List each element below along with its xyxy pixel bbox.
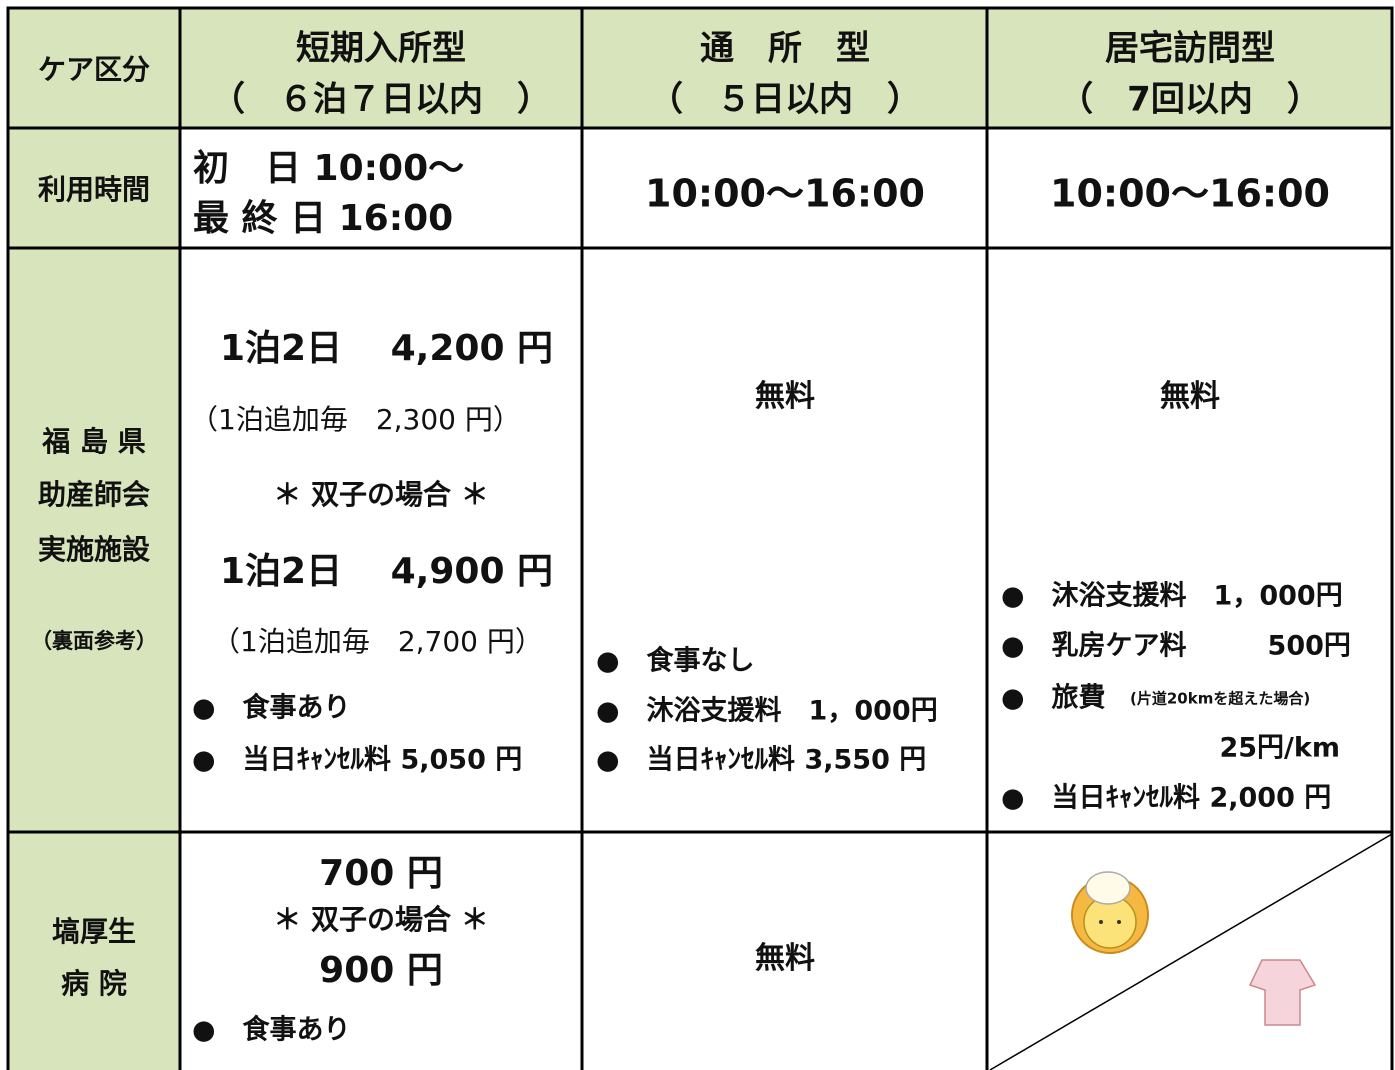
cell-text: （1泊追加毎 2,700 円）: [212, 625, 543, 658]
row-label: 福 島 県: [42, 425, 146, 458]
cell-text: 最 終 日 16:00: [193, 198, 454, 239]
cell-text: 無料: [755, 941, 815, 976]
cell-text: ● 当日ｷｬﾝｾﾙ料 3,550 円: [596, 744, 927, 776]
cell-text: 1泊2日 4,900 円: [220, 551, 554, 592]
cell-text: 10:00～16:00: [645, 171, 925, 216]
cell-text: 25円/km: [1219, 732, 1340, 764]
header-label: ケア区分: [37, 53, 151, 86]
baby-clothes-illustration: [1248, 959, 1317, 1026]
cell-text: ● 当日ｷｬﾝｾﾙ料 2,000 円: [1001, 782, 1332, 814]
cell-text: ● 食事あり: [192, 1014, 351, 1046]
cell-text: ● 沐浴支援料 1，000円: [1001, 580, 1343, 612]
cell-text: （1泊追加毎 2,300 円）: [190, 403, 521, 436]
header-cell: 居宅訪問型: [1105, 28, 1275, 69]
row-label: （裏面参考）: [31, 629, 157, 653]
cell-text: 10:00～16:00: [1050, 171, 1330, 216]
row-label: 実施施設: [37, 533, 151, 566]
row-label: 病 院: [61, 967, 127, 1000]
cell-text: ＊ 双子の場合 ＊: [273, 478, 489, 511]
cell-text: ＊ 双子の場合 ＊: [273, 903, 489, 936]
cell-text: ● 乳房ケア料 500円: [1001, 630, 1351, 662]
cell-note: (片道20kmを超えた場合): [1130, 689, 1311, 708]
label-column-bg: [8, 128, 180, 1070]
cell-text: ● 当日ｷｬﾝｾﾙ料 5,050 円: [192, 744, 523, 776]
cell-text: 900 円: [319, 950, 443, 991]
header-cell: 短期入所型: [296, 28, 466, 69]
row-label: 塙厚生: [51, 915, 137, 948]
lion-bib-illustration: [1071, 871, 1149, 954]
header-bg: [8, 8, 1392, 128]
cell-text: ● 食事あり: [192, 692, 351, 724]
cell-text: 無料: [1160, 379, 1220, 414]
cell-text: 初 日 10:00～: [193, 148, 465, 189]
cell-text: 700 円: [319, 853, 443, 894]
cell-text: ● 食事なし: [596, 645, 755, 677]
cell-text: ● 沐浴支援料 1，000円: [596, 695, 938, 727]
row-label: 助産師会: [37, 478, 151, 511]
header-cell: （ 7回以内 ）: [1059, 79, 1321, 120]
row-label: 利用時間: [37, 173, 151, 206]
cell-text: ● 旅費: [1001, 682, 1106, 714]
cell-text: 無料: [755, 379, 815, 414]
header-cell: （ ５日以内 ）: [649, 79, 921, 120]
header-cell: 通 所 型: [700, 28, 870, 69]
header-cell: （ ６泊７日以内 ）: [211, 79, 551, 120]
cell-text: 1泊2日 4,200 円: [220, 328, 554, 369]
